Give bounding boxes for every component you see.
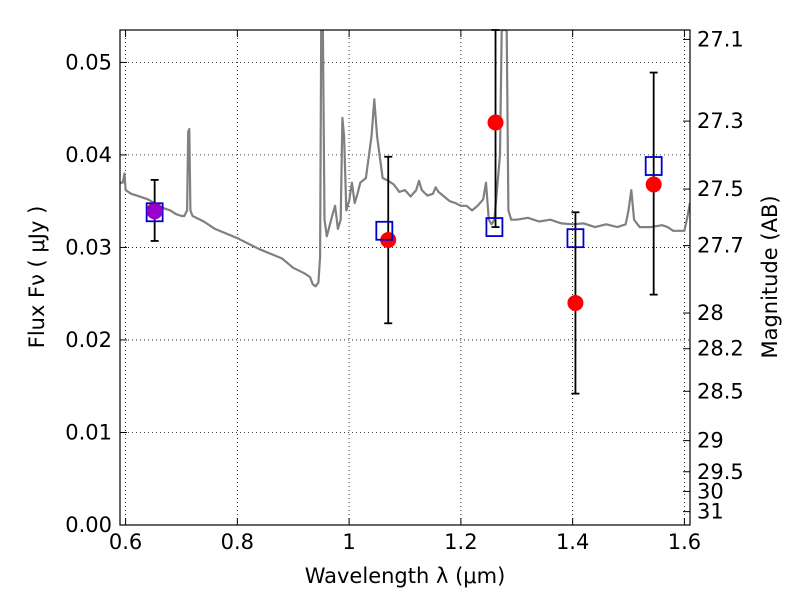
x-tick-label: 1.2 <box>444 530 477 554</box>
x-tick-label: 0.6 <box>109 530 142 554</box>
x-axis-title: Wavelength λ (μm) <box>305 564 506 588</box>
y2-tick-label: 27.7 <box>697 234 744 258</box>
y2-tick-label: 28 <box>697 301 724 325</box>
y-tick-label: 0.00 <box>65 513 112 537</box>
observed-point <box>487 114 504 131</box>
y2-axis-title: Magnitude (AB) <box>758 195 782 358</box>
y-tick-label: 0.05 <box>65 50 112 74</box>
y-tick-label: 0.02 <box>65 328 112 352</box>
model-photometry-square <box>566 228 585 249</box>
y-tick-label: 0.01 <box>65 420 112 444</box>
observed-point <box>567 294 584 311</box>
marker-layer <box>145 29 663 395</box>
y2-tick-label: 28.5 <box>697 379 744 403</box>
y2-tick-label: 27.1 <box>697 27 744 51</box>
plot-frame <box>119 29 691 526</box>
y-tick-label: 0.03 <box>65 235 112 259</box>
model-photometry-square <box>485 217 504 237</box>
model-photometry-square <box>145 202 164 223</box>
overlap-point <box>146 203 163 220</box>
x-tick-label: 0.8 <box>221 530 254 554</box>
x-tick-label: 1.4 <box>556 530 589 554</box>
y-tick-label: 0.04 <box>65 143 112 167</box>
y2-tick-label: 31 <box>697 500 724 524</box>
plot-area <box>120 30 690 525</box>
y2-tick-label: 29 <box>697 429 724 453</box>
y-axis-title: Flux Fν ( μJy ) <box>25 206 49 349</box>
ticks: 0.6 0.8 1 1.2 1.4 1.6 0.00 0.01 0.02 0.03 0.04 0.05… <box>65 27 744 554</box>
y2-tick-label: 28.2 <box>697 337 744 361</box>
observed-point <box>645 176 662 193</box>
spectrum-line <box>120 30 690 288</box>
y2-tick-label: 29.5 <box>697 460 744 484</box>
y2-tick-label: 27.5 <box>697 177 744 201</box>
y2-tick-label: 27.3 <box>697 109 744 133</box>
x-tick-label: 1 <box>342 530 355 554</box>
model-photometry-square <box>644 156 663 176</box>
data-layer <box>120 30 690 288</box>
model-photometry-square <box>375 220 394 241</box>
y2-tick-label: 30 <box>697 479 724 503</box>
x-tick-label: 1.6 <box>668 530 701 554</box>
